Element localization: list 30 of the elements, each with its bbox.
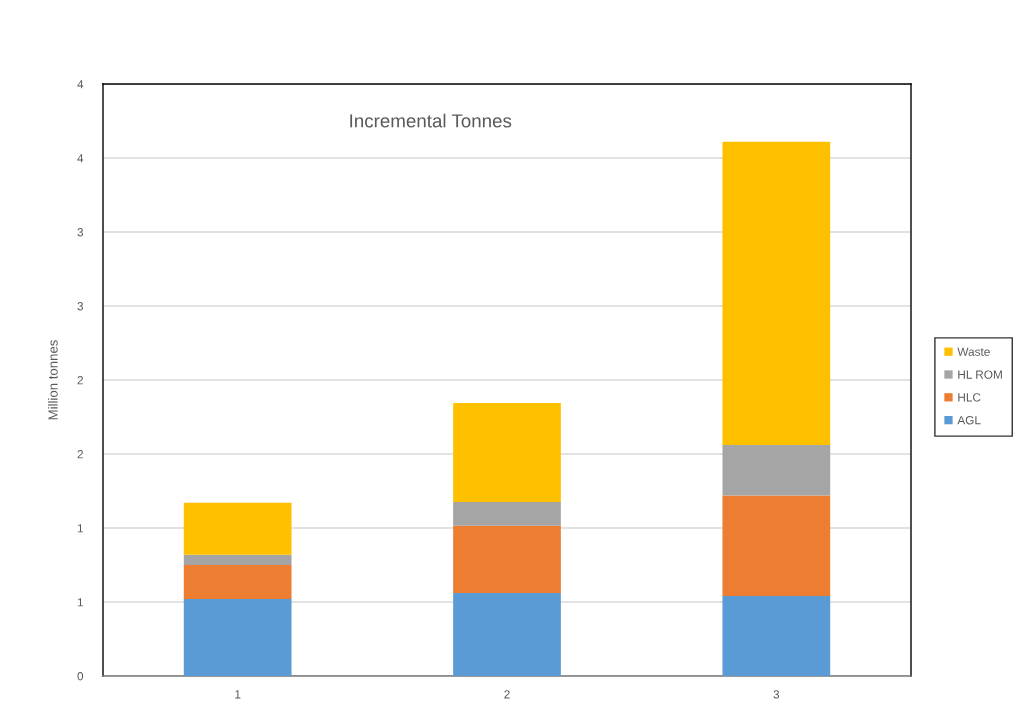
y-tick-label: 2 (77, 376, 83, 385)
x-tick-label: 1 (235, 690, 241, 699)
bar (453, 502, 561, 526)
x-tick-label: 2 (504, 690, 510, 699)
legend-label: HLC (958, 393, 981, 402)
legend-label: Waste (957, 347, 990, 356)
text: Incremental Tonnes (350, 113, 512, 128)
y-tick-label: 4 (77, 80, 84, 89)
bar (183, 502, 292, 555)
y-tick-label: 3 (77, 302, 84, 311)
y-tick-label: 4 (77, 154, 84, 163)
bar (183, 565, 292, 600)
bar (183, 599, 292, 676)
y-tick-label: 0 (77, 672, 84, 681)
bar (453, 402, 561, 503)
bar (722, 445, 831, 496)
legend-label: HL ROM (958, 370, 1002, 379)
legend-label: AGL (957, 416, 981, 425)
bar (183, 554, 292, 565)
bar (453, 525, 561, 594)
bar (453, 593, 561, 676)
bar (722, 495, 831, 597)
y-tick-label: 1 (77, 598, 83, 607)
y-tick-label: 1 (77, 524, 83, 533)
x-tick-label: 3 (773, 690, 780, 699)
y-tick-label: 3 (77, 228, 84, 237)
y-tick-label: 2 (77, 450, 83, 459)
y-axis-title: Million tonnes (48, 340, 58, 420)
bar (722, 596, 831, 676)
bar (722, 141, 831, 446)
